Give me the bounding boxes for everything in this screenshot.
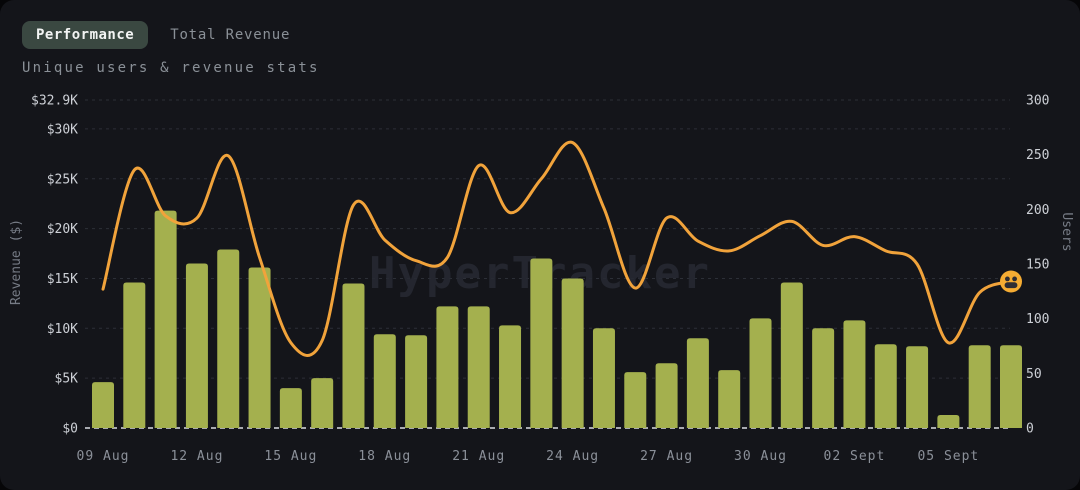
left-axis-tick-label: $10K xyxy=(47,322,78,337)
tab-bar: Performance Total Revenue xyxy=(22,21,292,49)
x-axis-tick-label: 05 Sept xyxy=(917,449,979,464)
revenue-bar[interactable] xyxy=(780,282,803,428)
revenue-bar[interactable] xyxy=(874,344,897,428)
x-axis-tick-label: 02 Sept xyxy=(824,449,886,464)
revenue-bar[interactable] xyxy=(1000,345,1022,428)
left-axis-tick-label: $20K xyxy=(47,222,78,237)
revenue-bar[interactable] xyxy=(968,345,991,428)
left-axis-tick-label: $25K xyxy=(47,172,78,187)
right-axis-tick-label: 250 xyxy=(1026,148,1049,163)
revenue-bar[interactable] xyxy=(718,370,741,428)
x-axis-tick-label: 15 Aug xyxy=(264,449,317,464)
revenue-bar[interactable] xyxy=(906,346,929,428)
revenue-bar[interactable] xyxy=(185,263,208,428)
x-axis-tick-label: 09 Aug xyxy=(77,449,130,464)
x-axis-tick-label: 30 Aug xyxy=(734,449,787,464)
marker-face-mouth xyxy=(1004,282,1018,289)
right-axis-tick-label: 150 xyxy=(1026,258,1049,273)
revenue-bar[interactable] xyxy=(843,320,866,428)
right-axis-title: Users xyxy=(1059,212,1074,251)
revenue-bar[interactable] xyxy=(154,210,177,428)
revenue-bar[interactable] xyxy=(686,338,709,428)
chart-subtitle: Unique users & revenue stats xyxy=(22,60,320,76)
x-axis-tick-label: 24 Aug xyxy=(546,449,599,464)
revenue-bar[interactable] xyxy=(937,415,960,428)
revenue-bar[interactable] xyxy=(123,282,146,428)
revenue-bar[interactable] xyxy=(248,267,271,428)
right-axis-tick-label: 0 xyxy=(1026,422,1034,437)
left-axis-tick-label: $0 xyxy=(62,422,78,437)
users-line[interactable] xyxy=(101,140,1013,357)
revenue-bar[interactable] xyxy=(436,306,459,428)
revenue-bar[interactable] xyxy=(530,258,553,428)
revenue-bar[interactable] xyxy=(279,388,302,428)
revenue-bar[interactable] xyxy=(655,363,678,428)
right-axis-tick-label: 200 xyxy=(1026,203,1049,218)
x-axis-tick-label: 27 Aug xyxy=(640,449,693,464)
left-axis-tick-label: $15K xyxy=(47,272,78,287)
tab-total-revenue[interactable]: Total Revenue xyxy=(168,21,292,49)
right-axis-tick-label: 300 xyxy=(1026,94,1049,109)
left-axis-tick-label: $30K xyxy=(47,122,78,137)
revenue-bar[interactable] xyxy=(812,328,835,428)
users-marker-icon[interactable] xyxy=(1000,270,1022,293)
x-axis-tick-label: 12 Aug xyxy=(170,449,223,464)
revenue-bar[interactable] xyxy=(499,325,522,428)
revenue-bar[interactable] xyxy=(405,335,428,428)
marker-face-eye-left xyxy=(1005,276,1010,282)
x-axis-tick-label: 21 Aug xyxy=(452,449,505,464)
revenue-bar[interactable] xyxy=(373,334,396,428)
revenue-bar[interactable] xyxy=(467,306,490,428)
right-axis-tick-label: 100 xyxy=(1026,312,1049,327)
revenue-bar[interactable] xyxy=(749,318,772,428)
revenue-bar[interactable] xyxy=(561,278,584,428)
revenue-bar[interactable] xyxy=(217,249,240,428)
x-axis-tick-label: 18 Aug xyxy=(358,449,411,464)
revenue-bar[interactable] xyxy=(624,372,647,428)
revenue-bar[interactable] xyxy=(592,328,615,428)
marker-face-eye-right xyxy=(1012,276,1017,282)
revenue-bar[interactable] xyxy=(342,283,365,428)
left-axis-tick-label: $32.9K xyxy=(31,94,78,109)
left-axis-tick-label: $5K xyxy=(55,372,79,387)
revenue-bar[interactable] xyxy=(311,378,334,428)
left-axis-title: Revenue ($) xyxy=(9,219,24,305)
right-axis-tick-label: 50 xyxy=(1026,367,1042,382)
revenue-bar[interactable] xyxy=(92,382,114,428)
tab-performance[interactable]: Performance xyxy=(22,21,149,49)
